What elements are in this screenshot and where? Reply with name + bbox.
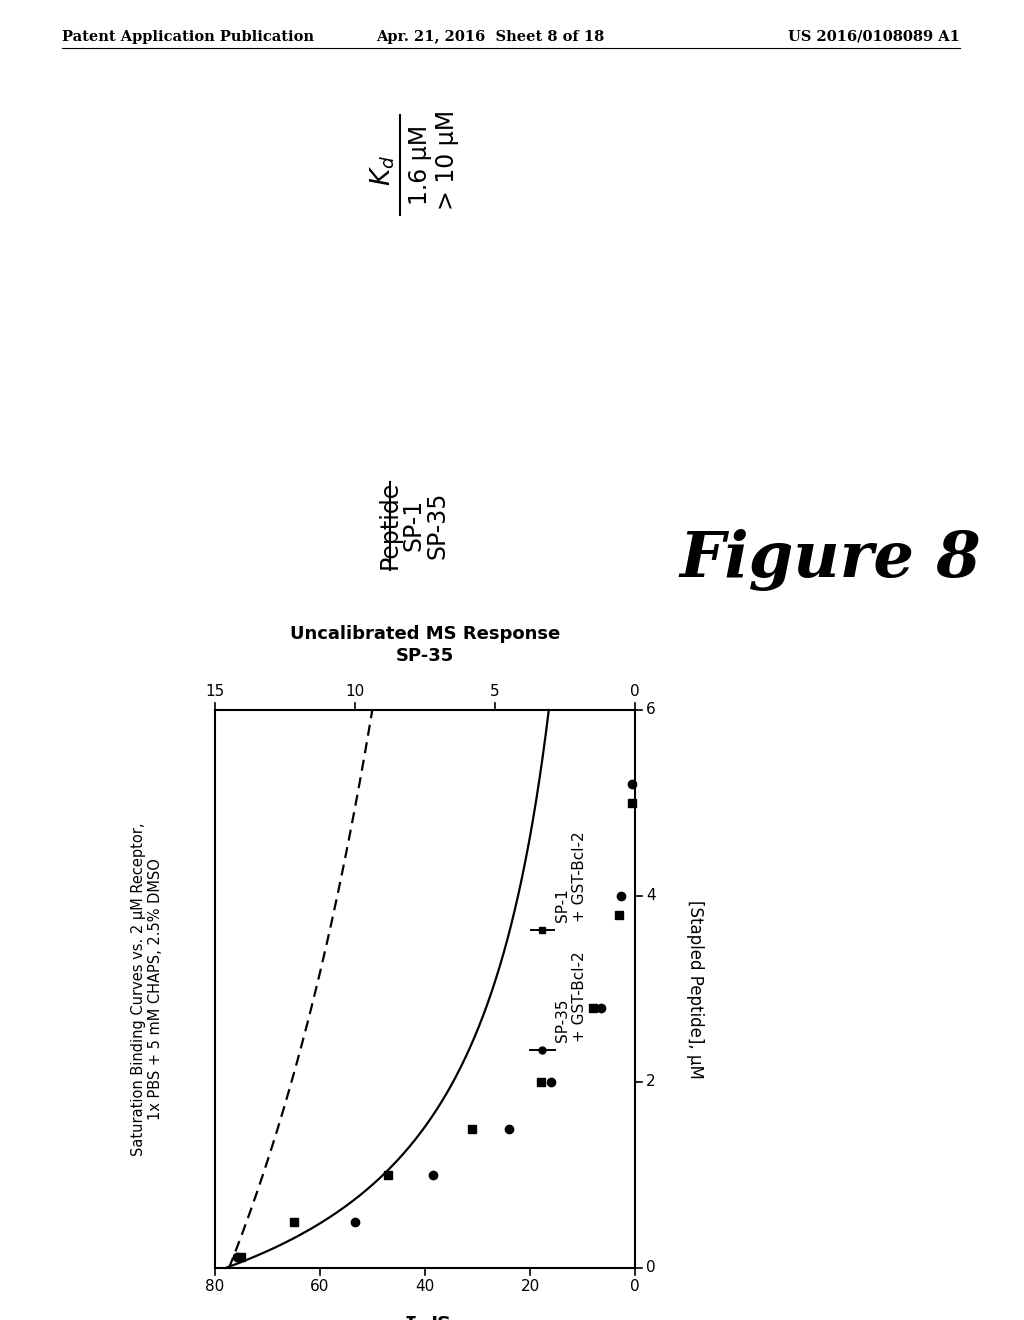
Text: + GST-Bcl-2: + GST-Bcl-2 [572, 952, 588, 1041]
Text: 0: 0 [630, 684, 640, 700]
Text: SP-1: SP-1 [402, 1309, 447, 1320]
Text: SP-35: SP-35 [425, 491, 449, 558]
Text: 0: 0 [646, 1261, 655, 1275]
Text: Patent Application Publication: Patent Application Publication [62, 30, 314, 44]
Text: Uncalibrated MS Response: Uncalibrated MS Response [290, 624, 560, 643]
Text: > 10 μM: > 10 μM [435, 110, 459, 210]
Text: Figure 8: Figure 8 [679, 529, 981, 591]
Text: Apr. 21, 2016  Sheet 8 of 18: Apr. 21, 2016 Sheet 8 of 18 [376, 30, 604, 44]
Text: [Stapled Peptide], μM: [Stapled Peptide], μM [686, 899, 705, 1078]
Text: 6: 6 [646, 702, 655, 718]
Text: SP-35: SP-35 [396, 647, 454, 665]
Text: 5: 5 [490, 684, 500, 700]
Text: 20: 20 [520, 1279, 540, 1294]
Text: 80: 80 [206, 1279, 224, 1294]
Text: $\mathit{K}_d$: $\mathit{K}_d$ [369, 154, 397, 186]
Text: 4: 4 [646, 888, 655, 903]
Text: + GST-Bcl-2: + GST-Bcl-2 [572, 832, 588, 921]
Text: Peptide: Peptide [378, 480, 402, 569]
Text: 0: 0 [630, 1279, 640, 1294]
Text: 1.6 μM: 1.6 μM [408, 125, 432, 205]
Text: SP-1: SP-1 [401, 499, 425, 550]
Text: Saturation Binding Curves vs. 2 μM Receptor,
1x PBS + 5 mM CHAPS, 2.5% DMSO: Saturation Binding Curves vs. 2 μM Recep… [131, 822, 163, 1156]
Text: SP-35: SP-35 [555, 998, 569, 1041]
Text: 10: 10 [345, 684, 365, 700]
Text: 2: 2 [646, 1074, 655, 1089]
Text: SP-1: SP-1 [555, 888, 569, 921]
Text: US 2016/0108089 A1: US 2016/0108089 A1 [788, 30, 961, 44]
Text: 40: 40 [416, 1279, 434, 1294]
Text: 15: 15 [206, 684, 224, 700]
Text: 60: 60 [310, 1279, 330, 1294]
